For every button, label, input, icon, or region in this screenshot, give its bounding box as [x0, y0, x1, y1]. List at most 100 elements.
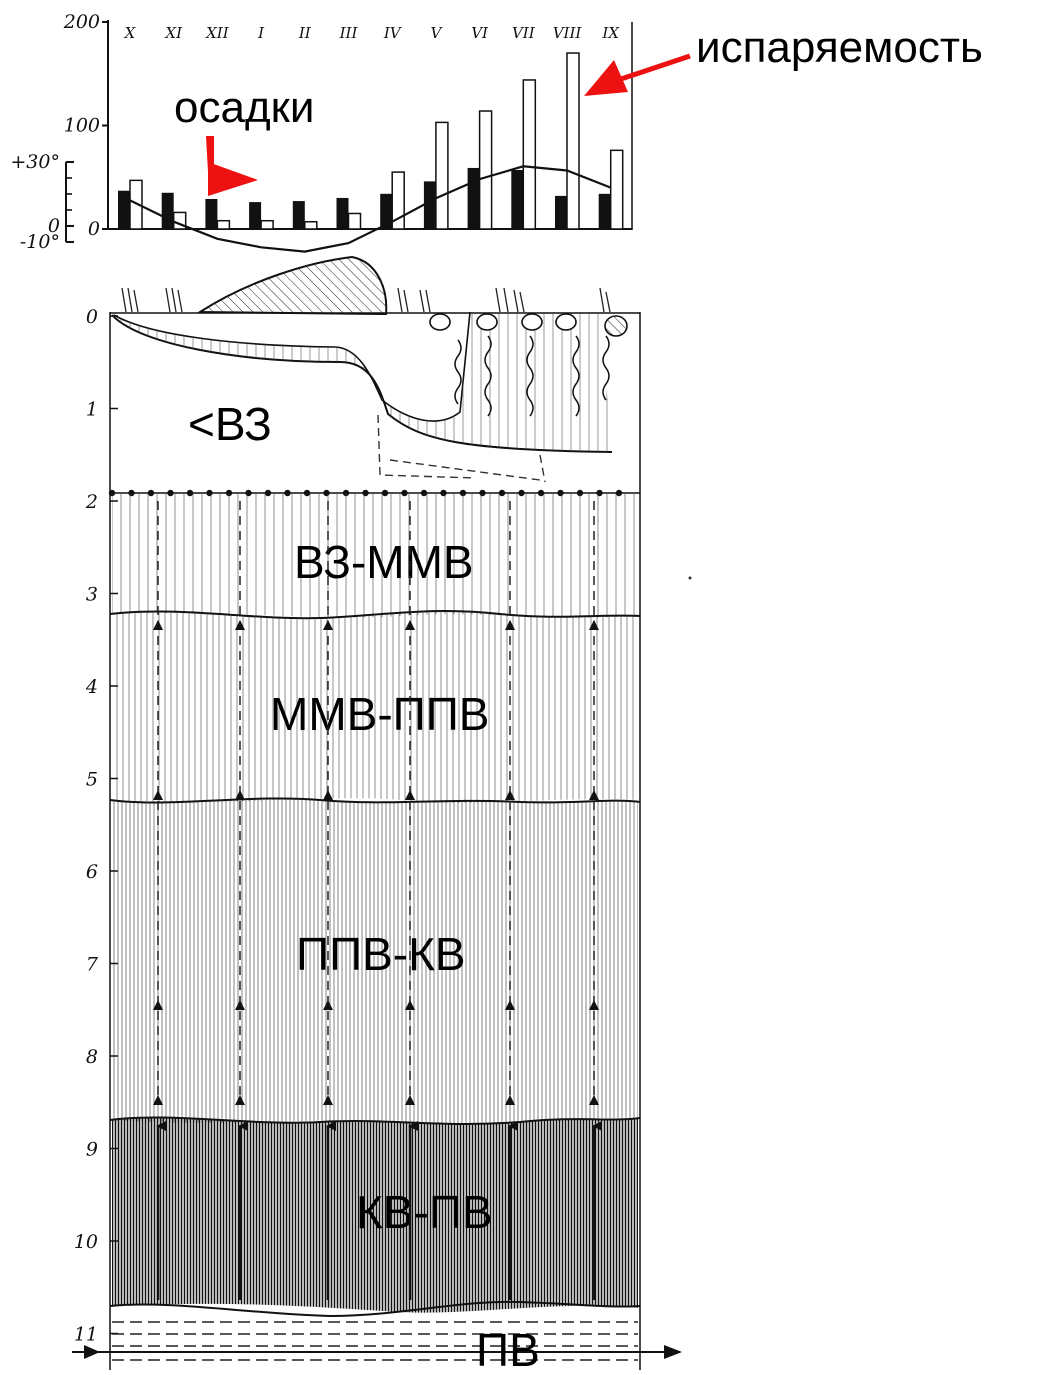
- evap-bar: [566, 52, 580, 230]
- month-label: V: [430, 24, 443, 42]
- zone-upper: <ВЗ: [111, 255, 628, 483]
- rise-arrow-head: [235, 790, 245, 800]
- rise-arrow-head: [235, 1095, 245, 1105]
- depth-tick-label: 0: [86, 306, 98, 328]
- precip-bar: [598, 193, 611, 229]
- zone-label-1: <ВЗ: [188, 398, 272, 450]
- month-label: IX: [601, 24, 620, 42]
- zone-5-fill: [112, 1117, 638, 1313]
- month-label: IV: [383, 24, 403, 42]
- evaporation-label: испаряемость: [696, 23, 983, 72]
- depth-tick-label: 8: [86, 1046, 98, 1068]
- evaporation-drops: [429, 313, 628, 337]
- zone-6-groundwater: [112, 1321, 638, 1361]
- depth-tick-label: 5: [86, 769, 98, 791]
- temp-tick-label: -10°: [20, 231, 60, 253]
- rise-arrow-head: [323, 790, 333, 800]
- month-label: VI: [471, 24, 489, 42]
- left-axis-ticks: 200 100 0: [63, 11, 108, 240]
- evap-bar: [347, 212, 362, 230]
- wetting-band: [112, 312, 612, 452]
- rise-arrow-head: [505, 620, 515, 630]
- precip-bar: [205, 198, 218, 229]
- rise-arrow-head: [589, 790, 599, 800]
- boundary-5-6: [109, 1300, 641, 1318]
- depth-axis: 0 1 2 3 4 5 6 7 8 9 10 11: [74, 306, 118, 1346]
- depth-tick-label: 9: [86, 1139, 98, 1161]
- precip-bar: [249, 202, 262, 229]
- rise-arrow-head: [505, 1000, 515, 1010]
- flow-arrow-head-right: [664, 1345, 682, 1359]
- depth-tick-label: 10: [74, 1231, 98, 1253]
- stray-dot: [688, 576, 692, 580]
- precip-bar: [336, 197, 349, 229]
- depth-tick-label: 2: [85, 491, 98, 513]
- rise-arrow-head: [235, 1000, 245, 1010]
- evap-bar: [304, 221, 318, 230]
- rise-arrow-head: [323, 620, 333, 630]
- month-labels: X XI XII I II III IV V VI VII VIII IX: [124, 24, 621, 42]
- precip-bar: [380, 193, 393, 229]
- rise-arrow-head: [153, 790, 163, 800]
- rise-arrow-head: [153, 620, 163, 630]
- month-label: III: [339, 24, 359, 42]
- depth-tick-label: 4: [85, 676, 98, 698]
- zone-3-fill: [112, 610, 638, 803]
- temperature-curve: [129, 165, 612, 253]
- precip-bar: [423, 181, 436, 229]
- left-tick-label: 0: [88, 218, 100, 240]
- capillary-rise-arrows: [153, 500, 602, 1300]
- temp-axis-ticks: +30° 0-10°: [10, 151, 74, 253]
- rise-arrow-head: [405, 790, 415, 800]
- wetting-front-inner: [113, 311, 471, 422]
- evaporation-arrow-shaft: [611, 53, 691, 85]
- dashed-front: [377, 414, 546, 483]
- zone-4-fill: [112, 798, 638, 1124]
- depth-tick-label: 1: [86, 399, 98, 421]
- evaporation-arrow-head: [584, 60, 628, 96]
- precip-bar: [555, 195, 567, 229]
- depth-tick-label: 11: [74, 1324, 98, 1346]
- rise-arrow-head: [323, 1095, 333, 1105]
- precip-bar: [511, 170, 524, 229]
- precip-bar: [467, 167, 480, 229]
- month-label: I: [257, 24, 265, 42]
- zone-label-4: ППВ-КВ: [296, 928, 466, 980]
- evap-bar: [609, 149, 624, 230]
- left-tick-label: 100: [64, 115, 100, 137]
- left-tick-label: 200: [63, 11, 100, 33]
- precip-bar: [118, 190, 130, 229]
- rise-arrow-head: [235, 620, 245, 630]
- zone-label-3: ММВ-ППВ: [270, 688, 489, 740]
- precipitation-arrow-head: [208, 162, 258, 196]
- rise-arrow-head: [405, 1095, 415, 1105]
- month-label: II: [298, 24, 312, 42]
- month-label: XII: [205, 24, 230, 42]
- depth-tick-label: 6: [86, 861, 98, 883]
- evap-bar: [260, 219, 274, 230]
- rain-strokes: [121, 287, 611, 313]
- month-label: VIII: [553, 24, 583, 42]
- rise-arrow-head: [589, 620, 599, 630]
- evap-bar: [216, 219, 231, 230]
- evap-bar: [435, 121, 449, 230]
- precipitation-label: осадки: [174, 83, 314, 132]
- hatched-surface-mass: [196, 255, 388, 316]
- month-label: VII: [512, 24, 536, 42]
- month-label: XI: [164, 24, 183, 42]
- zone-2-fill: [112, 494, 638, 618]
- rise-arrow-head: [505, 790, 515, 800]
- flow-arrow-head-left: [84, 1345, 100, 1359]
- soil-profile: 0 1 2 3 4 5 6 7 8 9 10 11: [72, 255, 682, 1375]
- rise-arrow-head: [589, 1000, 599, 1010]
- capillary-waves: [454, 335, 610, 417]
- temp-tick-label: +30°: [10, 151, 60, 173]
- rise-arrow-head: [153, 1000, 163, 1010]
- rise-arrow-head: [153, 1095, 163, 1105]
- zone-label-6: ПВ: [476, 1324, 540, 1375]
- zone-label-5: КВ-ПВ: [356, 1186, 493, 1238]
- evap-bar: [129, 179, 143, 230]
- depth-tick-label: 3: [86, 584, 98, 606]
